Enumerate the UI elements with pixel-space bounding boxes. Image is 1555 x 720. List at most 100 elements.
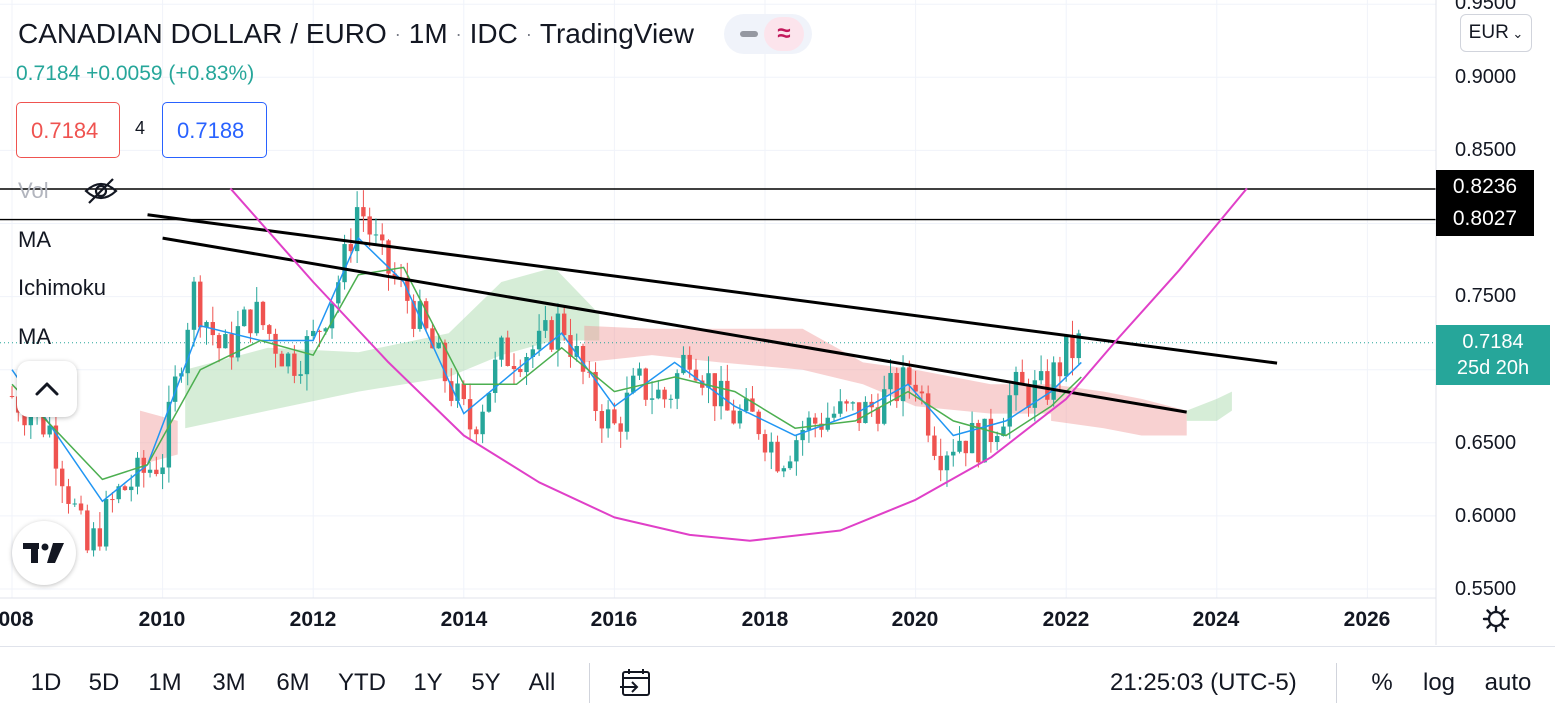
- candle-body: [693, 369, 699, 381]
- eye-off-icon[interactable]: [84, 176, 118, 206]
- candle-body: [154, 469, 159, 475]
- candle-body: [311, 330, 316, 337]
- candle-body: [963, 440, 968, 454]
- range-5d[interactable]: 5D: [88, 669, 120, 696]
- candle-body: [743, 398, 749, 411]
- candle-body: [649, 398, 655, 400]
- cloud-segment-2: [584, 325, 1052, 414]
- indicator-vol[interactable]: Vol: [18, 178, 49, 203]
- range-1y[interactable]: 1Y: [413, 669, 443, 696]
- candle-body: [838, 401, 843, 414]
- candle-body: [198, 281, 203, 328]
- candle-body: [882, 389, 887, 424]
- candle-body: [116, 486, 121, 500]
- candle-body: [574, 346, 579, 357]
- last-price: 0.7184: [16, 62, 81, 85]
- range-6m[interactable]: 6M: [276, 669, 310, 696]
- candle-body: [285, 353, 291, 367]
- candle-body: [631, 375, 636, 393]
- x-tick: 2012: [289, 608, 337, 631]
- candle-body: [656, 389, 661, 399]
- hline-label-upper[interactable]: 0.8236: [1436, 170, 1534, 204]
- range-1m[interactable]: 1M: [148, 669, 182, 696]
- candle-body: [411, 300, 416, 329]
- bar-countdown: 25d 20h: [1456, 357, 1530, 379]
- range-5y[interactable]: 5Y: [471, 669, 501, 696]
- ma-fast-line: [11, 236, 1082, 503]
- percent-toggle[interactable]: %: [1371, 669, 1393, 696]
- candle-body: [373, 234, 379, 236]
- clock-readout[interactable]: 21:25:03 (UTC-5): [1110, 669, 1297, 696]
- candle-body: [298, 374, 303, 376]
- indicator-ichimoku[interactable]: Ichimoku: [18, 275, 107, 300]
- candle-body: [900, 367, 906, 402]
- candle-body: [204, 322, 209, 328]
- candle-body: [612, 409, 617, 424]
- candle-body: [706, 373, 711, 388]
- trendline-1: [162, 236, 1187, 414]
- candle-body: [47, 425, 52, 435]
- candle-body: [317, 330, 322, 332]
- range-all[interactable]: All: [528, 669, 556, 696]
- range-3m[interactable]: 3M: [212, 669, 246, 696]
- range-1d[interactable]: 1D: [30, 669, 62, 696]
- cloud-segment-4: [1186, 391, 1232, 421]
- trendline-0: [147, 213, 1278, 365]
- candle-body: [913, 384, 918, 392]
- candle-body: [467, 399, 473, 430]
- candle-body: [110, 499, 115, 501]
- candle-body: [674, 373, 680, 399]
- auto-toggle[interactable]: auto: [1484, 669, 1532, 696]
- candle-body: [794, 440, 799, 462]
- current-price-label: 0.7184 25d 20h: [1436, 325, 1550, 385]
- toolbar-divider: [589, 663, 590, 703]
- candle-body: [336, 282, 341, 304]
- candle-body: [957, 440, 962, 452]
- candle-body: [60, 468, 65, 487]
- range-ytd[interactable]: YTD: [338, 669, 386, 696]
- candle-body: [605, 409, 611, 429]
- tradingview-logo[interactable]: [12, 521, 76, 585]
- candle-body: [229, 334, 234, 358]
- source-label: IDC: [469, 18, 518, 49]
- candle-body: [925, 393, 931, 436]
- candle-body: [919, 391, 925, 394]
- sell-price-button[interactable]: 0.7184: [16, 102, 120, 158]
- x-tick: 2022: [1042, 608, 1090, 631]
- candle-body: [97, 528, 103, 547]
- y-tick: 0.9000: [1455, 66, 1517, 88]
- candle-body: [147, 469, 153, 473]
- symbol-title[interactable]: CANADIAN DOLLAR / EURO · 1M · IDC · Trad…: [18, 14, 812, 54]
- candle-body: [449, 381, 454, 401]
- y-tick: 0.8500: [1455, 139, 1517, 161]
- collapse-legend-button[interactable]: [17, 361, 77, 417]
- candle-body: [28, 416, 34, 426]
- candle-body: [241, 309, 247, 327]
- candle-body: [580, 346, 586, 372]
- minus-icon: [739, 31, 758, 37]
- platform-label: TradingView: [539, 18, 694, 49]
- candlestick-series: [9, 190, 1081, 557]
- candle-body: [756, 411, 761, 435]
- price-chart[interactable]: [0, 0, 1555, 645]
- price-change-pct: (+0.83%): [168, 62, 255, 85]
- candle-body: [1051, 362, 1056, 400]
- candle-body: [856, 402, 862, 424]
- indicator-ma-2[interactable]: MA: [18, 324, 51, 349]
- currency-select[interactable]: EUR ⌄: [1460, 14, 1532, 52]
- indicator-ma[interactable]: MA: [18, 227, 51, 252]
- log-toggle[interactable]: log: [1422, 669, 1456, 696]
- buy-price-button[interactable]: 0.7188: [162, 102, 267, 158]
- compare-toggle[interactable]: ≈: [723, 14, 812, 54]
- calendar-goto-icon[interactable]: [619, 667, 653, 699]
- candle-body: [260, 301, 266, 326]
- hline-label-lower[interactable]: 0.8027: [1436, 202, 1534, 236]
- gear-icon[interactable]: [1482, 605, 1510, 633]
- candle-body: [806, 417, 812, 430]
- cloud-segment-1: [185, 267, 600, 429]
- candle-body: [66, 486, 71, 504]
- candle-body: [436, 342, 441, 349]
- ma-slow-line: [11, 266, 1082, 481]
- candle-body: [254, 301, 259, 334]
- candle-body: [668, 398, 674, 400]
